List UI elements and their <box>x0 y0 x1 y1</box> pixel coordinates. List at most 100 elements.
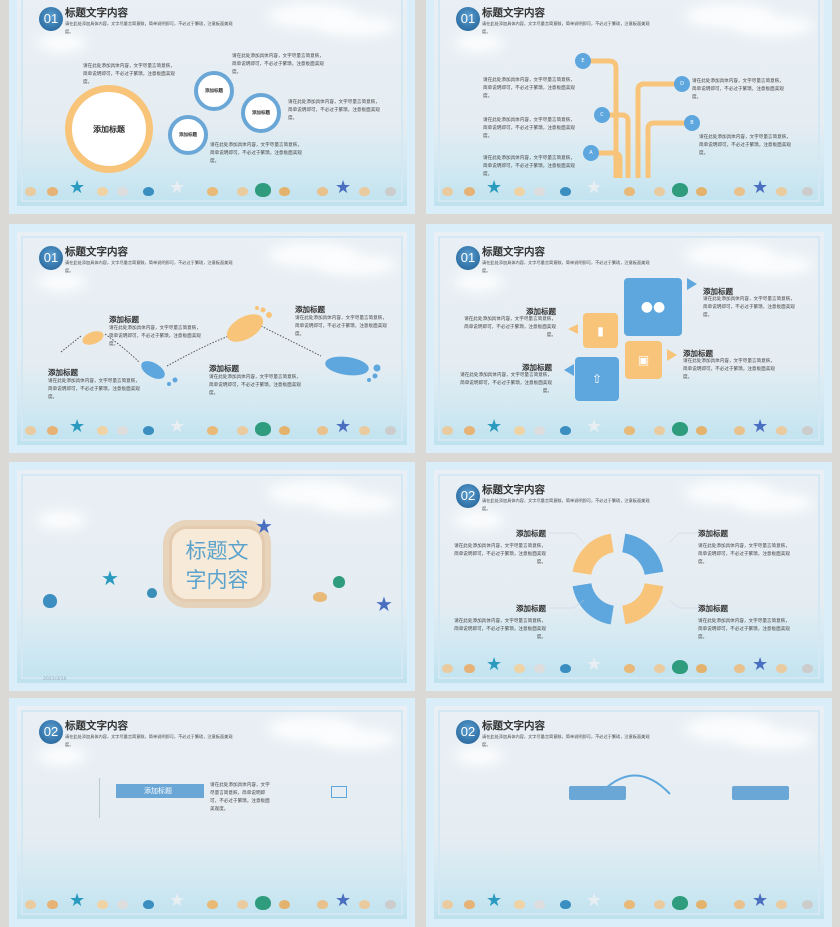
shell-icon <box>514 187 525 196</box>
body-text: 请在此处添加具体内容，文字尽量言简意赅，简单说明即可，不必过于繁琐，注意板面美观… <box>683 359 775 380</box>
step-title: 添加标题 <box>295 305 325 314</box>
shell-icon <box>534 664 545 673</box>
shell-icon <box>359 900 370 909</box>
title-bar: 添加标题 <box>116 784 204 798</box>
body-text: 请在此处添加具体内容，文字尽量言简意赅，简单说明即可，不必过于繁琐，注意板面美观… <box>698 619 790 640</box>
shell-icon <box>696 426 707 435</box>
small-circle: 添加标题 <box>194 71 234 111</box>
shell-icon <box>25 187 36 196</box>
footprint-path <box>60 306 381 386</box>
cloud <box>684 242 774 268</box>
ring-segment <box>572 583 614 625</box>
slide-title: 标题文字内容 <box>482 484 545 496</box>
date-text: 2021/3/16 <box>43 677 67 682</box>
shell-icon <box>237 187 248 196</box>
vertical-line <box>99 778 100 818</box>
shell-icon <box>47 426 58 435</box>
slide-thumbnail-3[interactable]: 01 标题文字内容 请在此处添加具体内容，文字尽量言简意赅，简单说明即可，不必过… <box>9 224 415 453</box>
shell-icon <box>237 426 248 435</box>
shell-icon <box>333 576 345 588</box>
shell-icon <box>317 426 328 435</box>
slide-thumbnail-7[interactable]: 02 标题文字内容 请在此处添加具体内容，文字尽量言简意赅，简单说明即可，不必过… <box>9 698 415 927</box>
cloud <box>684 716 774 742</box>
body-text: 请在此处添加具体内容，文字尽量言简意赅，简单说明即可，不必过于繁琐，注意板面美观… <box>83 64 175 85</box>
starfish-icon: ★ <box>69 890 86 911</box>
cloud <box>684 480 774 506</box>
body-text: 请在此处添加具体内容，文字尽量言简意赅，简单说明即可，不必过于繁琐，注意板面美观… <box>699 135 791 156</box>
shell-icon <box>464 426 475 435</box>
shell-icon <box>654 426 665 435</box>
shell-icon <box>464 187 475 196</box>
step-title: 添加标题 <box>48 368 78 377</box>
slide-thumbnail-1[interactable]: 01 标题文字内容 请在此处添加具体内容，文字尽量言简意赅，简单说明即可，不必过… <box>9 0 415 214</box>
shell-icon <box>672 896 688 910</box>
starfish-icon: ★ <box>486 890 503 911</box>
title-box <box>732 786 789 800</box>
slide-subtitle: 请在此处添加具体内容，文字尽量言简意赅，简单说明即可，不必过于繁琐，注意板面美观… <box>482 498 650 511</box>
body-text: 请在此处添加具体内容，文字尽量言简意赅，简单说明即可，不必过于繁琐，注意板面美观… <box>288 100 380 121</box>
starfish-icon: ★ <box>752 416 769 437</box>
slide-title: 标题文字内容 <box>482 246 545 258</box>
starfish-icon: ★ <box>586 177 603 198</box>
shell-icon <box>560 664 571 673</box>
shell-icon <box>776 664 787 673</box>
slide-thumbnail-8[interactable]: 02 标题文字内容 请在此处添加具体内容，文字尽量言简意赅，简单说明即可，不必过… <box>426 698 832 927</box>
shell-icon <box>143 426 154 435</box>
starfish-icon: ★ <box>486 416 503 437</box>
shell-icon <box>442 426 453 435</box>
starfish-icon: ★ <box>69 177 86 198</box>
body-text: 请在此处添加具体内容，文字尽量言简意赅，简单说明即可，不必过于繁琐，注意板面美观… <box>703 297 795 318</box>
small-circle: 添加标题 <box>241 93 281 133</box>
quadrant-title: 添加标题 <box>516 529 546 538</box>
starfish-icon: ★ <box>101 566 119 590</box>
cloud <box>684 3 774 29</box>
body-text: 请在此处添加具体内容，文字尽量言简意赅，简单说明即可，不必过于繁琐，注意板面美观… <box>295 316 387 337</box>
slide-subtitle: 请在此处添加具体内容，文字尽量言简意赅，简单说明即可，不必过于繁琐，注意板面美观… <box>65 260 233 273</box>
starfish-icon: ★ <box>752 654 769 675</box>
shell-icon <box>255 896 271 910</box>
upload-icon: ⇧ <box>575 357 619 401</box>
section-number-badge: 02 <box>456 720 480 744</box>
section-number-badge: 02 <box>456 484 480 508</box>
cloud <box>454 272 504 292</box>
shell-icon <box>672 422 688 436</box>
slide-thumbnail-4[interactable]: 01 标题文字内容 请在此处添加具体内容，文字尽量言简意赅，简单说明即可，不必过… <box>426 224 832 453</box>
title-plaque: 标题文 字内容 <box>169 526 265 602</box>
quadrant-title: 添加标题 <box>698 529 728 538</box>
slide-thumbnail-2[interactable]: 01 标题文字内容 请在此处添加具体内容，文字尽量言简意赅，简单说明即可，不必过… <box>426 0 832 214</box>
shell-icon <box>514 664 525 673</box>
node-b: B <box>684 115 700 131</box>
shell-icon <box>359 187 370 196</box>
slide-thumbnail-5[interactable]: 标题文 字内容 ★ ★ ★ 2021/3/16 <box>9 462 415 691</box>
slide-title: 标题文字内容 <box>482 720 545 732</box>
inbox-icon: ▣ <box>625 341 662 379</box>
section-number-badge: 02 <box>39 720 63 744</box>
small-circle: 添加标题 <box>168 115 208 155</box>
shell-icon <box>654 900 665 909</box>
shell-icon <box>696 187 707 196</box>
shell-icon <box>117 900 128 909</box>
shell-icon <box>734 187 745 196</box>
slide-subtitle: 请在此处添加具体内容，文字尽量言简意赅，简单说明即可，不必过于繁琐，注意板面美观… <box>65 734 233 747</box>
shell-icon <box>97 900 108 909</box>
ring-segment <box>622 583 664 625</box>
shell-icon <box>514 900 525 909</box>
shell-icon <box>207 900 218 909</box>
starfish-icon: ★ <box>486 654 503 675</box>
cloud <box>454 33 504 53</box>
cloud <box>454 510 504 530</box>
cloud <box>267 716 357 742</box>
shell-icon <box>534 900 545 909</box>
body-text: 请在此处添加具体内容，文字尽量言简意赅，简单说明即可，不必过于繁琐，注意板面美观… <box>483 78 575 99</box>
slide-thumbnail-6[interactable]: 02 标题文字内容 请在此处添加具体内容，文字尽量言简意赅，简单说明即可，不必过… <box>426 462 832 691</box>
quadrant-title: 添加标题 <box>698 604 728 613</box>
cover-title-line2: 字内容 <box>185 568 249 592</box>
users-icon: ●● <box>624 278 682 336</box>
shell-icon <box>47 187 58 196</box>
body-text: 请在此处添加具体内容，文字尽量言简意赅，简单说明即可，不必过于繁琐，注意板面美观… <box>483 118 575 139</box>
cloud <box>37 510 87 530</box>
shell-icon <box>442 664 453 673</box>
sea-urchin-icon <box>43 594 57 608</box>
slide-title: 标题文字内容 <box>65 7 128 19</box>
body-text: 请在此处添加具体内容，文字尽量言简意赅，简单说明即可，不必过于繁琐，注意板面美观… <box>698 544 790 565</box>
